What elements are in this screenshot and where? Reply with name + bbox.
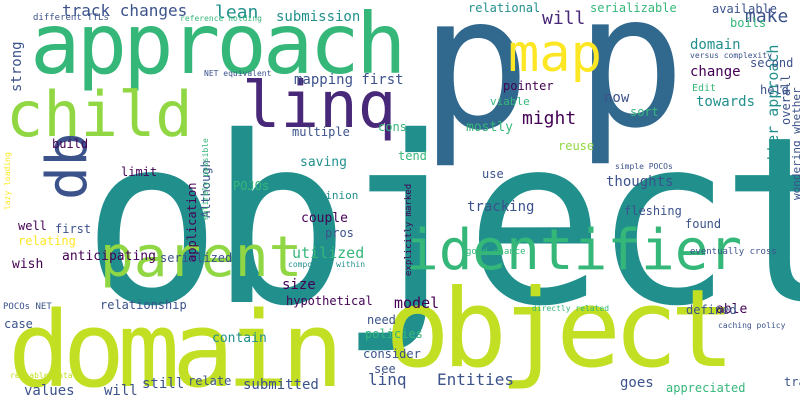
word: good chance bbox=[466, 247, 526, 257]
word: goes bbox=[620, 375, 654, 391]
word: relate bbox=[188, 374, 232, 388]
word: strong bbox=[9, 41, 25, 92]
word: Edit bbox=[692, 83, 717, 94]
word: utilized bbox=[292, 244, 365, 262]
word: consider bbox=[363, 347, 421, 361]
word: able bbox=[716, 302, 748, 317]
word: change bbox=[690, 64, 741, 80]
word: lazy loading bbox=[3, 152, 12, 210]
word: first bbox=[55, 222, 92, 236]
word: directly related bbox=[532, 304, 610, 313]
word: viable bbox=[490, 95, 530, 108]
word: object bbox=[385, 267, 735, 392]
word: sort bbox=[630, 105, 659, 119]
word: serializable bbox=[590, 1, 677, 15]
word: wondering whether bbox=[790, 87, 800, 200]
word: now bbox=[604, 90, 630, 106]
word: might bbox=[522, 108, 577, 129]
word: will bbox=[542, 8, 586, 29]
word: p bbox=[575, 0, 686, 169]
word: well bbox=[18, 219, 47, 233]
word: child bbox=[6, 78, 193, 151]
word: fleshing bbox=[624, 204, 682, 218]
word: entirely possible bbox=[201, 138, 210, 220]
word: pros bbox=[325, 226, 354, 240]
word: anticipating bbox=[62, 249, 156, 264]
word: simple POCOs bbox=[615, 162, 673, 171]
word: see bbox=[374, 362, 396, 376]
word: eventually cross bbox=[690, 247, 777, 257]
word: map bbox=[508, 24, 602, 84]
word: versus complexity bbox=[690, 51, 772, 60]
word: policies bbox=[365, 327, 423, 341]
word: mapping first bbox=[294, 72, 404, 88]
word: reference holding bbox=[180, 14, 262, 23]
word: boils bbox=[730, 16, 767, 30]
word: serialized bbox=[160, 251, 233, 265]
word: explicitly marked bbox=[404, 183, 414, 276]
word: opinion bbox=[312, 189, 359, 202]
word: Entities bbox=[437, 370, 515, 389]
word: hypothetical bbox=[286, 294, 373, 308]
word: relational bbox=[468, 1, 541, 15]
word: reuse bbox=[558, 139, 595, 153]
word: model bbox=[394, 294, 440, 312]
word: thoughts bbox=[606, 174, 674, 190]
word: contain bbox=[212, 331, 267, 346]
word: linq bbox=[368, 370, 407, 389]
word: domain bbox=[690, 37, 741, 53]
word: application bbox=[185, 182, 199, 262]
word: still bbox=[142, 376, 185, 392]
word: relating bbox=[18, 234, 76, 248]
word: different TTLs bbox=[33, 13, 109, 23]
word: make bbox=[745, 6, 789, 27]
word: domain bbox=[8, 289, 344, 400]
word: build bbox=[52, 137, 89, 151]
word: tracking bbox=[467, 199, 535, 215]
word: object bbox=[82, 87, 800, 357]
word: identifier bbox=[405, 218, 743, 283]
word: p bbox=[420, 0, 531, 171]
word: will bbox=[104, 383, 138, 399]
word: reusable data bbox=[10, 371, 73, 380]
word: track changes bbox=[62, 1, 188, 20]
word: use bbox=[482, 167, 504, 181]
word: submitted bbox=[243, 377, 319, 393]
word: pointer bbox=[503, 79, 554, 93]
word: cons bbox=[378, 120, 407, 134]
word: tend bbox=[398, 149, 427, 163]
word: multiple bbox=[292, 125, 350, 139]
word: NET equivalent bbox=[204, 69, 272, 78]
word: limit bbox=[121, 165, 158, 179]
word: need bbox=[367, 313, 396, 327]
word: towards bbox=[696, 94, 756, 110]
word: saving bbox=[300, 155, 347, 170]
word: size bbox=[282, 277, 316, 293]
word: POCOs NET bbox=[3, 302, 52, 312]
word: appreciated bbox=[666, 381, 746, 395]
word: values bbox=[24, 383, 75, 399]
word: second bbox=[750, 56, 794, 70]
word: defined bbox=[686, 303, 737, 317]
word: caching policy bbox=[718, 321, 786, 330]
word: lean bbox=[215, 2, 259, 23]
word: case bbox=[4, 317, 33, 331]
word: mostly bbox=[466, 120, 513, 135]
word: parent bbox=[100, 225, 303, 290]
word: held bbox=[760, 83, 789, 97]
word: POJOs bbox=[233, 179, 270, 193]
word: linq bbox=[242, 69, 397, 143]
word: relationship bbox=[100, 298, 187, 312]
word: submission bbox=[276, 9, 361, 25]
word: approach bbox=[30, 0, 407, 93]
word: trade bbox=[784, 375, 800, 389]
word: available bbox=[712, 2, 778, 16]
word: composite within bbox=[288, 260, 366, 269]
word: couple bbox=[301, 211, 348, 226]
word: found bbox=[685, 217, 722, 231]
word: wish bbox=[12, 257, 44, 272]
